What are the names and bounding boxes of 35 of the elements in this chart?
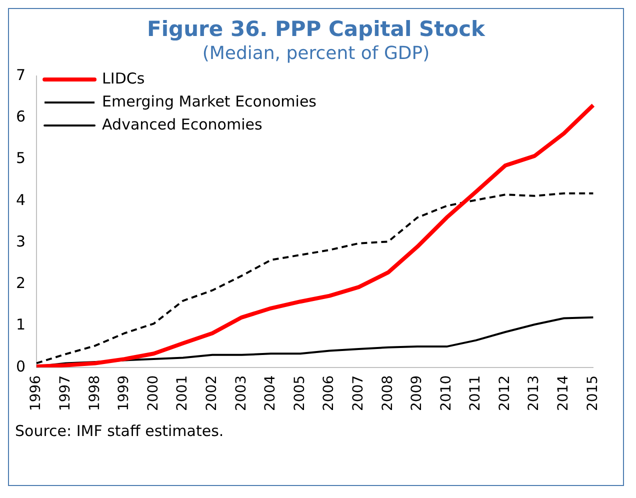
y-tick-label: 7: [16, 66, 26, 84]
x-tick-label: 2002: [204, 375, 220, 412]
x-tick-label: 2011: [468, 375, 484, 412]
chart-subtitle: (Median, percent of GDP): [201, 43, 431, 64]
x-tick-label: 2001: [174, 375, 191, 412]
x-tick-label: 2006: [321, 375, 338, 412]
x-tick-label: 2015: [584, 375, 601, 412]
x-tick-label: 2008: [380, 375, 396, 412]
x-tick-label: 1996: [28, 375, 44, 412]
x-tick-label: 2012: [496, 375, 513, 412]
y-tick-label: 4: [16, 190, 26, 209]
x-tick-label: 2000: [145, 375, 162, 412]
y-tick-label: 1: [16, 316, 26, 334]
x-tick-label: 2010: [438, 375, 454, 412]
x-tick-label: 1998: [86, 375, 103, 412]
x-tick-label: 2013: [526, 375, 542, 412]
legend-label: Emerging Market Economies: [102, 92, 317, 110]
x-tick-label: 2007: [350, 375, 366, 412]
x-tick-label: 1997: [57, 375, 74, 412]
x-tick-label: 1999: [116, 375, 132, 412]
x-tick-label: 2003: [233, 375, 250, 412]
x-tick-label: 2005: [292, 375, 308, 412]
y-tick-label: 6: [16, 108, 26, 126]
x-tick-label: 2009: [409, 375, 426, 412]
source-note: Source: IMF staff estimates.: [15, 422, 225, 440]
y-tick-label: 3: [16, 232, 26, 250]
legend-label: LIDCs: [102, 69, 145, 88]
x-tick-label: 2014: [556, 375, 572, 412]
y-tick-label: 5: [16, 149, 26, 168]
line-series: [36, 192, 594, 364]
x-tick-label: 2004: [262, 375, 279, 412]
legend-label: Advanced Economies: [102, 115, 262, 134]
y-tick-label: 2: [16, 274, 26, 292]
chart-title: Figure 36. PPP Capital Stock: [146, 17, 486, 41]
y-tick-label: 0: [16, 357, 26, 376]
